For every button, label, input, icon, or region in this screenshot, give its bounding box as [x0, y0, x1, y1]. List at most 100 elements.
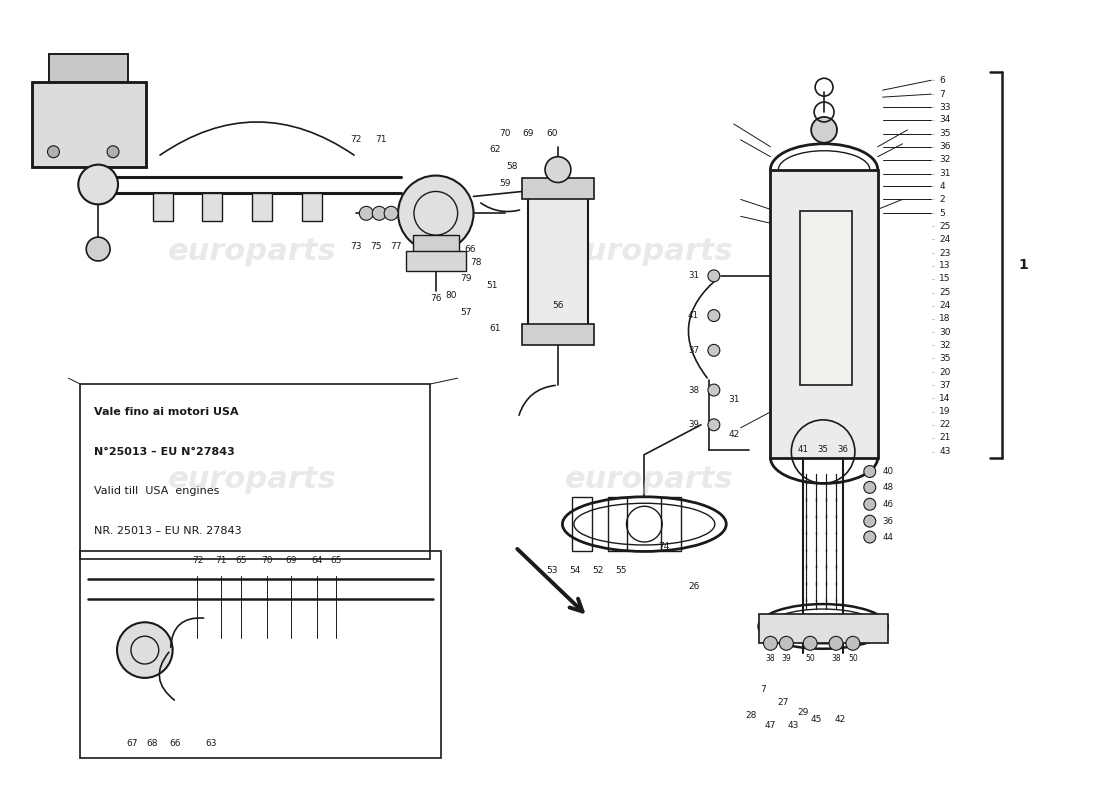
Text: 33: 33	[939, 102, 950, 111]
Text: 25: 25	[939, 222, 950, 230]
Text: 74: 74	[659, 542, 670, 551]
Text: europarts: europarts	[565, 237, 734, 266]
Text: 47: 47	[764, 722, 777, 730]
Circle shape	[47, 146, 59, 158]
Text: 65: 65	[235, 556, 246, 566]
Circle shape	[829, 636, 843, 650]
Text: 52: 52	[592, 566, 604, 575]
Text: 36: 36	[837, 445, 848, 454]
Text: Vale fino ai motori USA: Vale fino ai motori USA	[95, 407, 239, 417]
Text: 26: 26	[689, 582, 700, 591]
Circle shape	[544, 157, 571, 182]
Text: 2: 2	[939, 195, 945, 204]
Bar	[32, 82, 146, 166]
Text: 24: 24	[939, 301, 950, 310]
Text: 32: 32	[939, 341, 950, 350]
Circle shape	[708, 344, 719, 356]
Text: 62: 62	[490, 146, 502, 154]
Circle shape	[372, 206, 386, 220]
Bar	[528, 197, 587, 326]
Bar	[607, 498, 627, 551]
Text: 6: 6	[939, 76, 945, 85]
Text: 80: 80	[444, 291, 456, 300]
Circle shape	[360, 206, 373, 220]
Bar	[153, 194, 173, 222]
Text: 60: 60	[547, 130, 558, 138]
Text: 4: 4	[939, 182, 945, 191]
Text: 32: 32	[939, 155, 950, 164]
Text: 77: 77	[390, 242, 402, 250]
Text: 34: 34	[939, 115, 950, 125]
Bar	[412, 235, 459, 253]
Text: 21: 21	[939, 434, 950, 442]
Bar	[80, 551, 441, 758]
Text: 28: 28	[745, 711, 757, 720]
Text: 71: 71	[216, 556, 227, 566]
Bar	[572, 498, 592, 551]
Circle shape	[708, 384, 719, 396]
Text: 75: 75	[371, 242, 382, 250]
Text: 35: 35	[939, 354, 950, 362]
Text: 66: 66	[169, 739, 180, 748]
Text: 78: 78	[470, 258, 482, 267]
Text: 31: 31	[688, 271, 698, 280]
Text: 53: 53	[547, 566, 558, 575]
Text: 50: 50	[848, 654, 858, 662]
Text: 31: 31	[939, 169, 950, 178]
Bar	[301, 194, 321, 222]
Circle shape	[864, 498, 876, 510]
Circle shape	[864, 531, 876, 543]
Text: 63: 63	[206, 739, 217, 748]
Text: 36: 36	[882, 517, 893, 526]
Text: 36: 36	[939, 142, 950, 151]
Text: N°25013 – EU N°27843: N°25013 – EU N°27843	[95, 446, 235, 457]
Text: 66: 66	[465, 245, 476, 254]
Text: 55: 55	[616, 566, 627, 575]
Circle shape	[117, 622, 173, 678]
Text: 35: 35	[939, 130, 950, 138]
Circle shape	[803, 636, 817, 650]
Text: 67: 67	[126, 739, 138, 748]
Bar	[202, 194, 222, 222]
Text: 40: 40	[882, 467, 893, 476]
Text: 29: 29	[798, 708, 808, 718]
Text: 30: 30	[939, 328, 950, 337]
Text: 31: 31	[728, 395, 739, 405]
Text: 27: 27	[778, 698, 789, 707]
Text: 44: 44	[882, 533, 893, 542]
Text: europarts: europarts	[168, 465, 337, 494]
Text: 79: 79	[460, 274, 471, 283]
Text: 51: 51	[486, 282, 498, 290]
Text: Valid till  USA  engines: Valid till USA engines	[95, 486, 220, 496]
Circle shape	[78, 165, 118, 204]
Text: europarts: europarts	[168, 237, 337, 266]
Bar	[80, 384, 430, 559]
Text: 38: 38	[688, 386, 698, 394]
Text: 69: 69	[285, 556, 297, 566]
Text: 76: 76	[430, 294, 441, 303]
Circle shape	[864, 515, 876, 527]
Text: 73: 73	[351, 242, 362, 250]
Text: 69: 69	[522, 130, 534, 138]
Text: 5: 5	[939, 209, 945, 218]
Bar	[522, 323, 594, 346]
Text: 43: 43	[788, 722, 799, 730]
Text: 7: 7	[939, 90, 945, 98]
Text: 57: 57	[460, 308, 471, 317]
Text: 24: 24	[939, 234, 950, 244]
Text: 13: 13	[939, 262, 950, 270]
Text: 37: 37	[939, 381, 950, 390]
Text: 48: 48	[882, 483, 893, 492]
Text: NR. 25013 – EU NR. 27843: NR. 25013 – EU NR. 27843	[95, 526, 242, 536]
Text: 23: 23	[939, 249, 950, 258]
Text: 14: 14	[939, 394, 950, 402]
Text: 64: 64	[311, 556, 322, 566]
Text: europarts: europarts	[565, 465, 734, 494]
Circle shape	[107, 146, 119, 158]
Circle shape	[846, 636, 860, 650]
Text: 7: 7	[760, 686, 767, 694]
Circle shape	[86, 237, 110, 261]
Text: 41: 41	[798, 445, 808, 454]
Text: 42: 42	[728, 430, 739, 439]
Circle shape	[708, 270, 719, 282]
